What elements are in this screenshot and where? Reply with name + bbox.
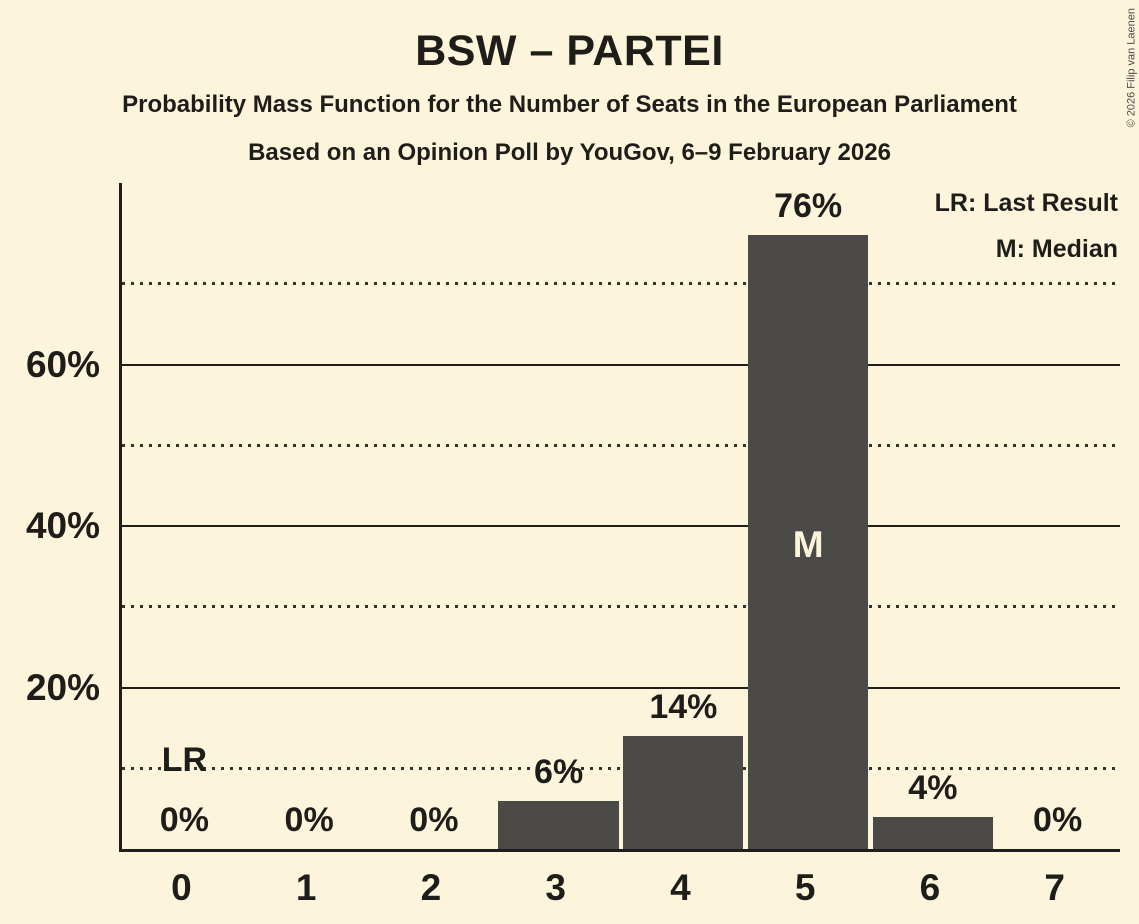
bar-value-label-5: 76% (774, 187, 843, 226)
bar-value-label-6: 4% (908, 768, 958, 807)
bar-seats-3 (498, 800, 619, 849)
bar-seats-5 (747, 235, 868, 849)
bar-seats-4 (623, 735, 744, 849)
gridline-dotted-10 (122, 766, 1120, 770)
x-tick-label-6: 6 (919, 867, 941, 908)
x-tick-label-3: 3 (545, 867, 566, 908)
chart-subtitle-poll-info: Based on an Opinion Poll by YouGov, 6–9 … (248, 139, 891, 166)
gridline-solid-60 (122, 363, 1120, 366)
bar-value-label-3: 6% (534, 752, 584, 791)
x-tick-label-1: 1 (295, 867, 317, 908)
last-result-marker: LR (161, 741, 208, 779)
chart-subtitle: Probability Mass Function for the Number… (122, 91, 1017, 118)
legend-median: M: Median (995, 235, 1118, 263)
plot-area: 0% 0% 0% 6% 14% 76% 4% 0% LR M (119, 183, 1120, 852)
x-tick-label-4: 4 (670, 867, 691, 908)
x-axis-labels: 0 1 2 3 4 5 6 7 (119, 869, 1117, 911)
bar-value-label-7: 0% (1033, 801, 1083, 839)
bar-seats-6 (872, 816, 993, 849)
x-tick-label-2: 2 (420, 867, 442, 908)
x-tick-label-0: 0 (171, 867, 192, 908)
gridline-solid-20 (122, 686, 1120, 689)
gridline-dotted-50 (122, 443, 1120, 447)
y-tick-label-40: 40% (25, 505, 100, 547)
y-tick-label-20: 20% (25, 666, 100, 708)
gridline-solid-40 (122, 525, 1120, 528)
gridline-dotted-70 (122, 282, 1120, 286)
legend: LR: Last Result M: Median (935, 180, 1118, 272)
bar-value-label-2: 0% (409, 801, 459, 839)
median-marker: M (792, 524, 824, 565)
bar-value-label-4: 14% (649, 687, 718, 726)
legend-last-result: LR: Last Result (934, 189, 1118, 217)
chart-title: BSW – PARTEI (415, 27, 724, 75)
x-tick-label-7: 7 (1044, 867, 1065, 908)
x-tick-label-5: 5 (794, 867, 816, 908)
bar-value-label-0: 0% (159, 801, 209, 839)
gridline-dotted-30 (122, 605, 1120, 609)
bar-value-label-1: 0% (284, 801, 334, 839)
y-tick-label-60: 60% (25, 343, 100, 385)
